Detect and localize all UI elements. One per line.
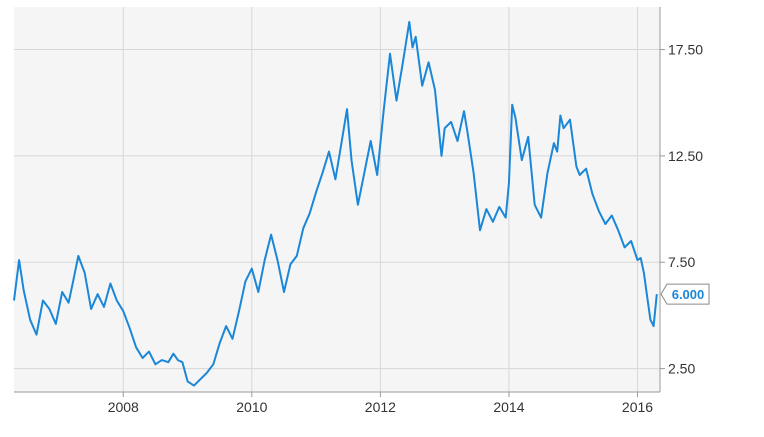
y-tick-label: 12.50 [668, 148, 703, 164]
plot-area [14, 7, 660, 392]
series-line [13, 20, 658, 387]
x-tick-label: 2014 [493, 399, 524, 415]
last-value-box [660, 283, 710, 305]
x-tick-label: 2008 [108, 399, 139, 415]
y-tick-label: 2.50 [668, 361, 695, 377]
last-value-badge: 6.000 [660, 283, 710, 305]
y-tick-label: 17.50 [668, 42, 703, 58]
last-value-label: 6.000 [672, 287, 705, 302]
x-tick-label: 2012 [365, 399, 396, 415]
y-tick-label: 7.50 [668, 254, 695, 270]
x-tick-label: 2016 [622, 399, 653, 415]
x-tick-label: 2010 [236, 399, 267, 415]
